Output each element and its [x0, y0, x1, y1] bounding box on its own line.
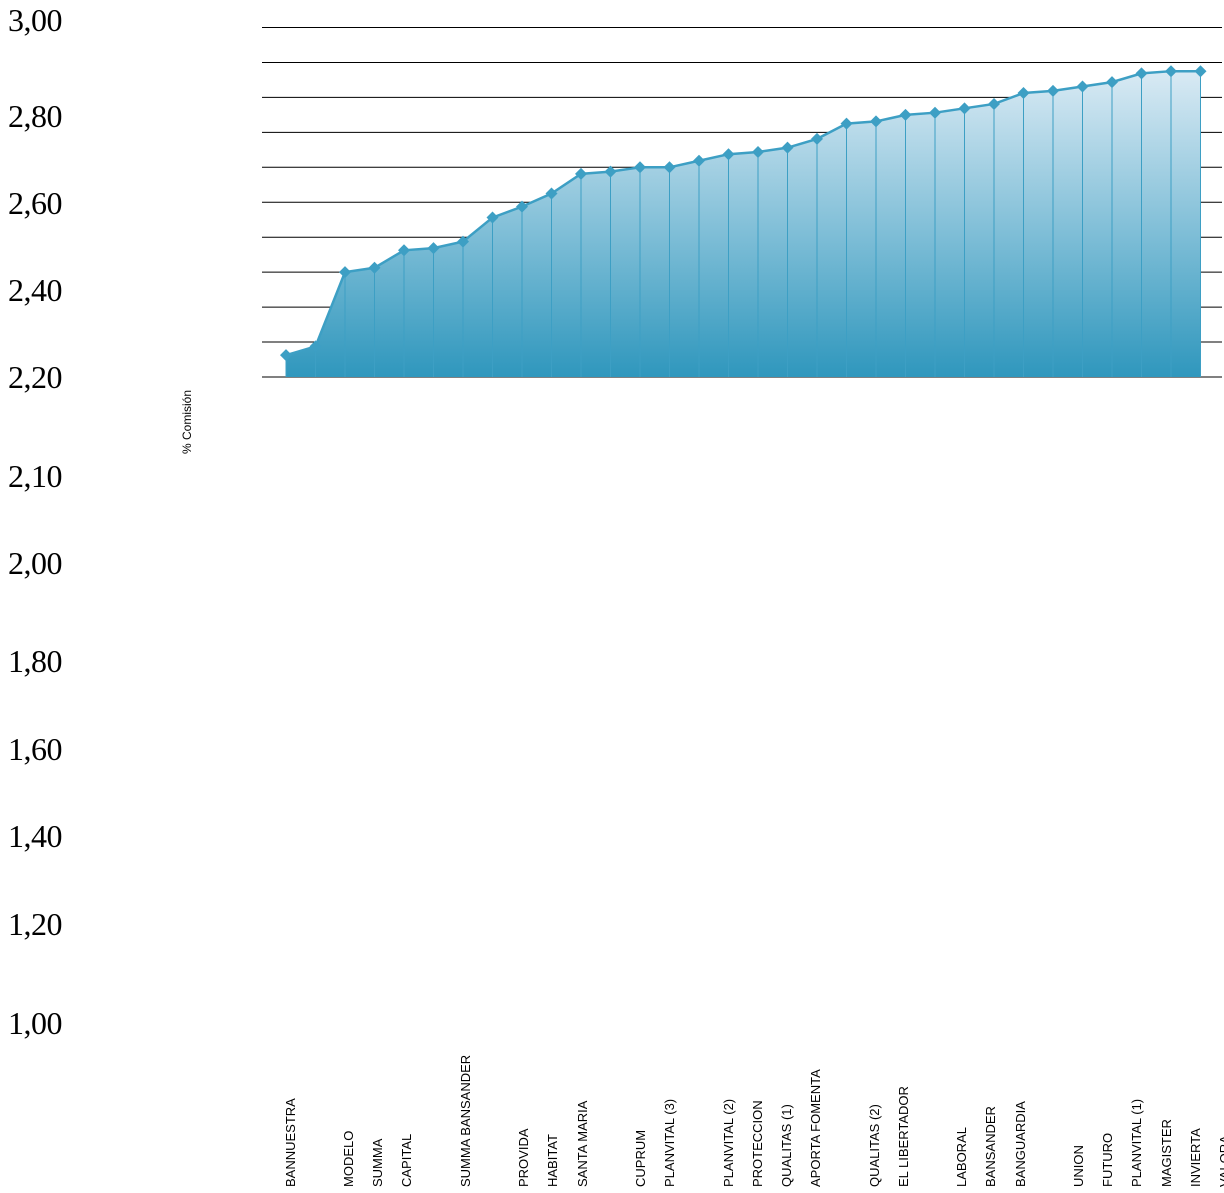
x-tick-label: LABORAL	[954, 1127, 970, 1187]
data-point	[486, 211, 499, 224]
y-tick-label: 1,60	[8, 731, 63, 767]
x-tick-label: FUTURO	[1100, 1132, 1116, 1187]
x-tick-label: SUMMA	[370, 1138, 386, 1187]
data-point	[1076, 80, 1089, 93]
data-point	[1106, 76, 1118, 89]
x-tick-label: VALORA	[1216, 1135, 1224, 1187]
y-tick-label: 2,40	[8, 272, 63, 308]
y-tick-label: 1,20	[8, 906, 63, 942]
data-point	[752, 146, 764, 159]
data-point	[958, 102, 971, 115]
y-tick-label: 1,40	[8, 818, 63, 854]
x-tick-label: PLANVITAL (3)	[662, 1098, 678, 1187]
data-point	[545, 187, 558, 200]
series-area	[286, 71, 1201, 377]
data-point	[1135, 67, 1148, 80]
x-tick-label: APORTA FOMENTA	[808, 1069, 824, 1187]
x-tick-label: CUPRUM	[632, 1129, 648, 1187]
x-tick-label: INVIERTA	[1187, 1128, 1203, 1187]
y-axis-title: % Comisión	[180, 389, 194, 454]
y-tick-label: 2,20	[8, 359, 63, 395]
data-point	[1165, 65, 1177, 78]
y-tick-label: 1,80	[8, 643, 63, 679]
x-tick-label: QUALITAS (1)	[778, 1104, 794, 1187]
x-tick-label: BANNUESTRA	[282, 1098, 298, 1187]
data-point	[1047, 84, 1059, 97]
data-point	[398, 244, 410, 257]
x-tick-label: PLANVITAL (2)	[720, 1098, 736, 1187]
x-tick-label: HABITAT	[545, 1134, 561, 1187]
x-tick-label: PROTECCION	[749, 1100, 765, 1187]
x-tick-label: MAGISTER	[1158, 1119, 1174, 1187]
data-point	[722, 148, 735, 161]
data-point	[516, 200, 528, 213]
y-tick-label: 2,60	[8, 185, 63, 221]
data-point	[1017, 87, 1030, 100]
x-tick-label: EL LIBERTADOR	[895, 1086, 911, 1187]
x-tick-label: QUALITAS (2)	[866, 1104, 882, 1187]
x-tick-label: UNION	[1070, 1145, 1086, 1187]
data-point	[368, 261, 381, 274]
y-tick-label: 1,00	[8, 1005, 63, 1041]
x-tick-label: CAPITAL	[399, 1133, 415, 1187]
x-tick-label: BANSANDER	[983, 1106, 999, 1187]
data-point	[811, 132, 823, 145]
y-tick-label: 2,10	[8, 458, 63, 494]
data-point	[929, 106, 941, 119]
data-point	[575, 167, 587, 180]
data-point	[457, 235, 469, 248]
data-point	[988, 97, 1000, 110]
data-point	[339, 266, 351, 279]
x-tick-label: MODELO	[340, 1130, 356, 1187]
x-tick-label: PROVIDA	[516, 1128, 532, 1187]
data-point	[840, 117, 853, 130]
data-point	[309, 340, 322, 353]
y-tick-label: 2,00	[8, 545, 63, 581]
x-tick-label: BANGUARDIA	[1012, 1101, 1028, 1187]
data-point	[604, 165, 617, 178]
data-point	[1194, 65, 1207, 78]
data-point	[663, 161, 676, 174]
data-point	[899, 108, 912, 121]
data-point	[781, 141, 794, 154]
x-tick-label: SANTA MARIA	[574, 1100, 590, 1187]
x-tick-label: SUMMA BANSANDER	[457, 1054, 473, 1187]
data-point	[870, 115, 882, 128]
data-point	[634, 161, 646, 174]
data-point	[280, 349, 292, 362]
y-tick-label: 2,80	[8, 98, 63, 134]
x-tick-label: PLANVITAL (1)	[1129, 1098, 1145, 1187]
data-point	[427, 242, 440, 255]
y-tick-label: 3,00	[8, 2, 63, 38]
data-point	[693, 154, 705, 167]
